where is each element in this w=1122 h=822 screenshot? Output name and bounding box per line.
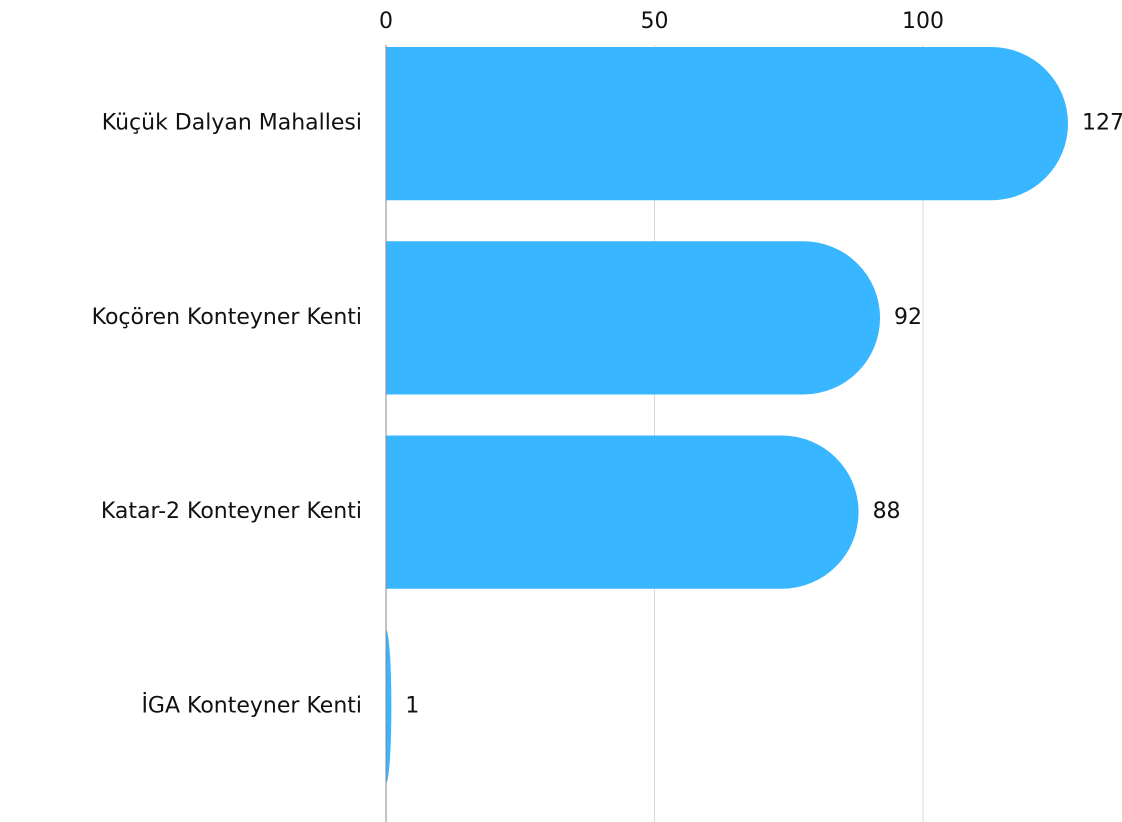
bar [386, 47, 1068, 201]
y-tick-label: Küçük Dalyan Mahallesi [102, 111, 362, 136]
y-tick-label: İGA Konteyner Kenti [141, 692, 362, 718]
value-label: 1 [405, 693, 419, 718]
x-tick-label: 50 [641, 9, 669, 34]
bar [386, 629, 392, 783]
x-tick-label: 0 [379, 9, 393, 34]
bar [386, 435, 859, 589]
value-label: 92 [894, 305, 922, 330]
bar [386, 241, 881, 395]
y-tick-label: Katar-2 Konteyner Kenti [101, 499, 362, 524]
value-label: 88 [873, 499, 901, 524]
x-tick-label: 100 [902, 9, 944, 34]
value-label: 127 [1082, 111, 1122, 136]
y-tick-label: Koçören Konteyner Kenti [92, 305, 362, 330]
